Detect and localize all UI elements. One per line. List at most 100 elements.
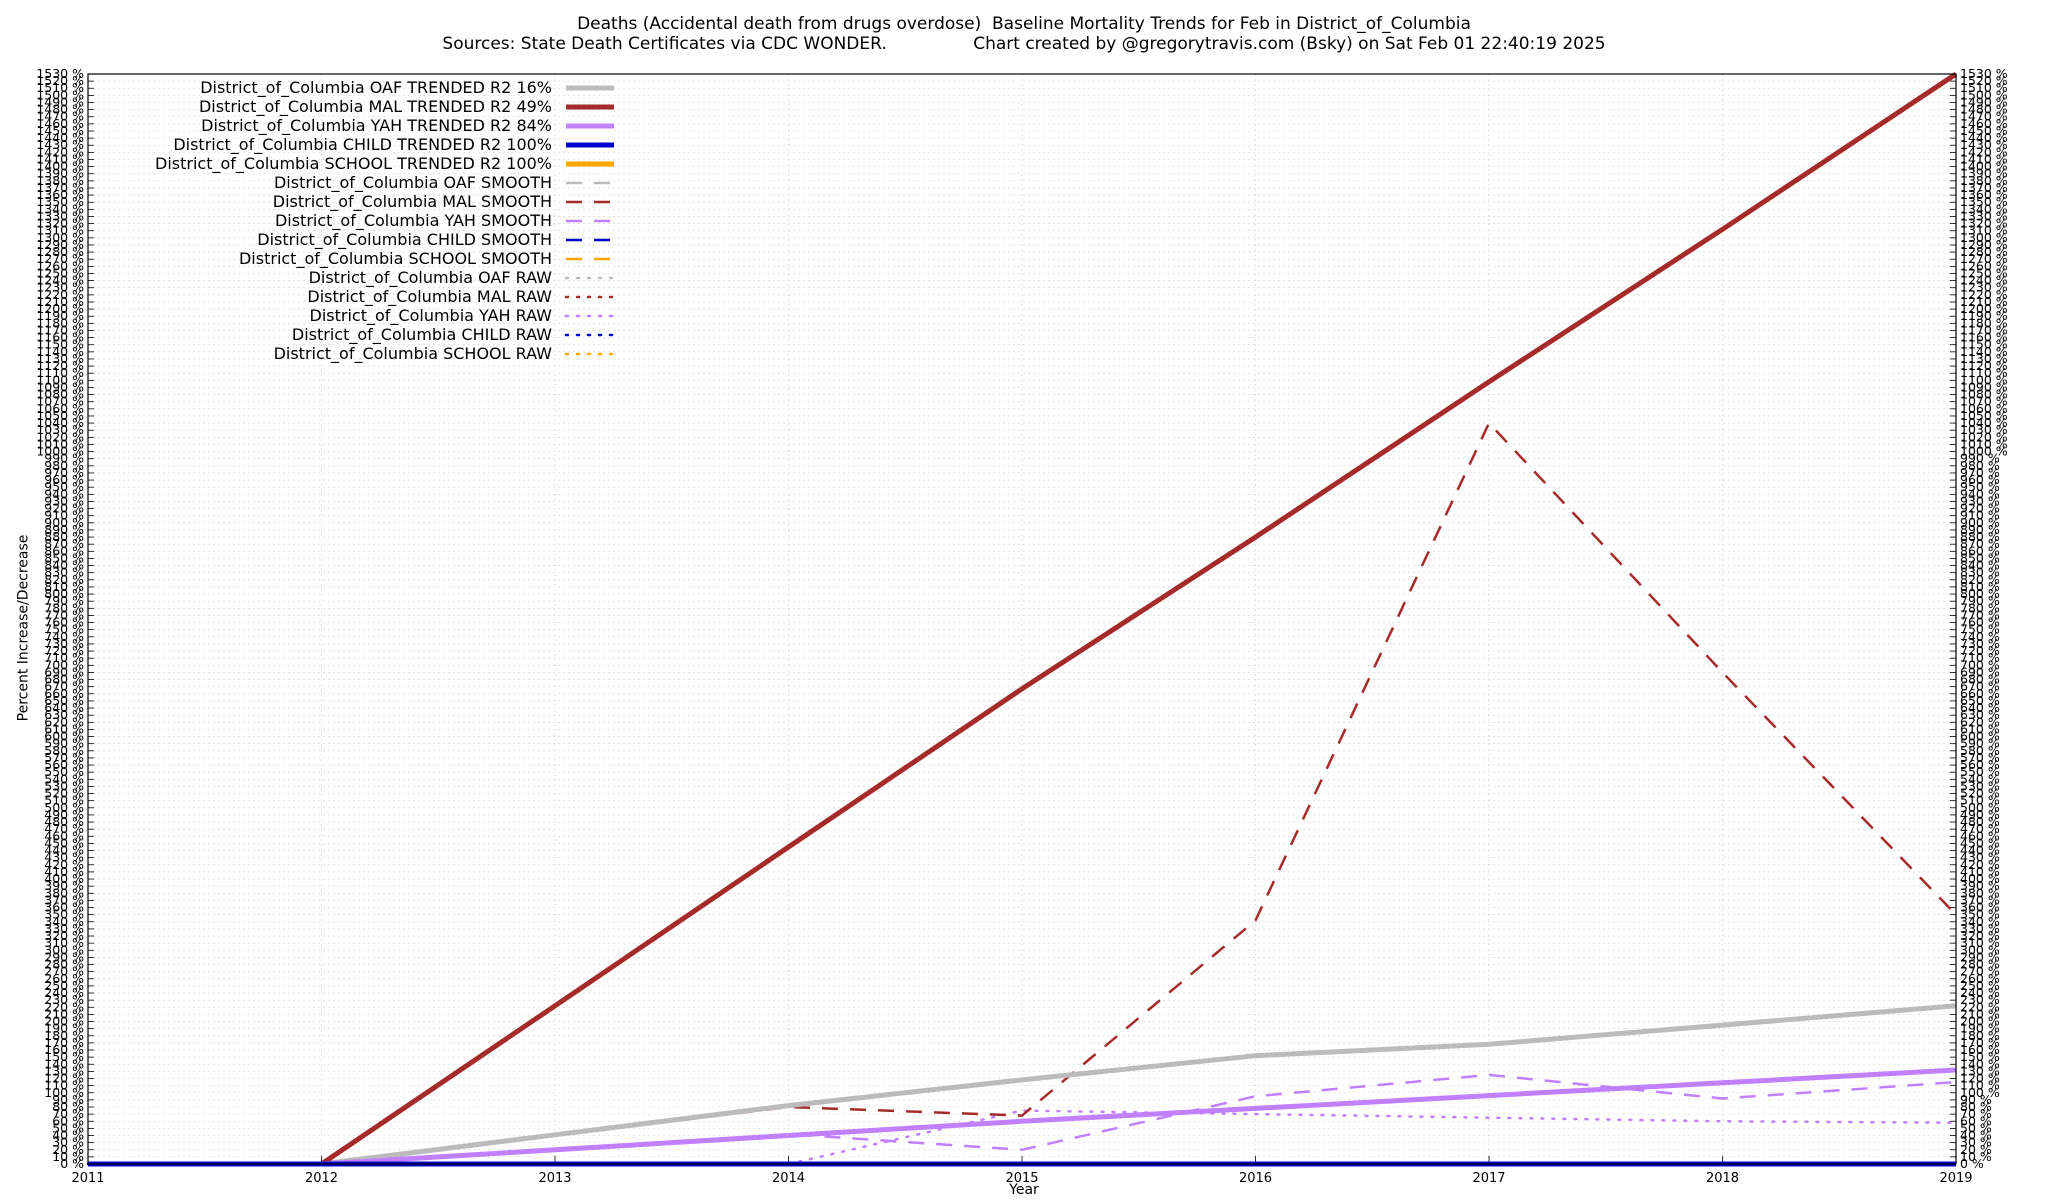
- y-tick-label: 90 %: [52, 1092, 84, 1107]
- y-tick-label: 830 %: [1960, 565, 2000, 580]
- y-tick-label: 780 %: [1960, 600, 2000, 615]
- y-tick-label: 160 %: [44, 1042, 84, 1057]
- y-tick-label: 830 %: [44, 565, 84, 580]
- y-tick-label: 1380 %: [1960, 173, 2008, 188]
- y-tick-label: 680 %: [44, 672, 84, 687]
- y-tick-label: 1230 %: [36, 280, 84, 295]
- y-tick-label: 640 %: [1960, 700, 2000, 715]
- y-tick-label: 1400 %: [36, 159, 84, 174]
- y-tick-label: 170 %: [44, 1035, 84, 1050]
- y-tick-label: 350 %: [1960, 907, 2000, 922]
- y-tick-label: 40 %: [1960, 1128, 1992, 1143]
- y-tick-label: 1000 %: [1960, 444, 2008, 459]
- y-tick-label: 950 %: [44, 479, 84, 494]
- x-axis-label: Year: [1009, 1182, 1039, 1198]
- y-tick-label: 980 %: [44, 458, 84, 473]
- x-tick-label: 2013: [538, 1171, 571, 1186]
- y-tick-label: 1120 %: [1960, 358, 2008, 373]
- y-tick-label: 50 %: [1960, 1120, 1992, 1135]
- y-tick-label: 1410 %: [36, 151, 84, 166]
- y-tick-label: 920 %: [1960, 501, 2000, 516]
- y-tick-label: 140 %: [1960, 1056, 2000, 1071]
- y-tick-label: 1310 %: [36, 223, 84, 238]
- x-tick-label: 2012: [305, 1171, 338, 1186]
- y-tick-label: 1440 %: [1960, 130, 2008, 145]
- y-tick-label: 1350 %: [1960, 194, 2008, 209]
- y-tick-label: 1020 %: [36, 429, 84, 444]
- y-tick-label: 1100 %: [36, 372, 84, 387]
- y-tick-label: 1460 %: [1960, 116, 2008, 131]
- series-line-2: [320, 71, 1958, 1167]
- y-tick-label: 1380 %: [36, 173, 84, 188]
- y-tick-label: 420 %: [44, 857, 84, 872]
- y-tick-label: 380 %: [1960, 885, 2000, 900]
- y-tick-label: 200 %: [44, 1014, 84, 1029]
- y-tick-label: 610 %: [44, 721, 84, 736]
- y-tick-label: 240 %: [1960, 985, 2000, 1000]
- y-tick-label: 970 %: [44, 465, 84, 480]
- y-tick-label: 1150 %: [1960, 337, 2008, 352]
- y-tick-label: 1200 %: [1960, 301, 2008, 316]
- y-tick-label: 1230 %: [1960, 280, 2008, 295]
- y-tick-label: 1020 %: [1960, 429, 2008, 444]
- y-tick-label: 1320 %: [36, 216, 84, 231]
- y-tick-label: 280 %: [44, 957, 84, 972]
- x-tick-label: 2016: [1239, 1171, 1272, 1186]
- y-tick-label: 860 %: [44, 543, 84, 558]
- y-tick-label: 1340 %: [1960, 201, 2008, 216]
- legend-label: District_of_Columbia CHILD SMOOTH: [257, 230, 552, 250]
- y-tick-label: 810 %: [44, 579, 84, 594]
- y-tick-label: 1030 %: [36, 422, 84, 437]
- y-tick-label: 1260 %: [1960, 258, 2008, 273]
- y-tick-label: 1370 %: [1960, 180, 2008, 195]
- y-tick-label: 1010 %: [1960, 436, 2008, 451]
- y-tick-label: 210 %: [44, 1006, 84, 1021]
- y-tick-label: 1210 %: [36, 294, 84, 309]
- y-tick-label: 150 %: [44, 1049, 84, 1064]
- y-tick-label: 860 %: [1960, 543, 2000, 558]
- y-tick-label: 50 %: [52, 1120, 84, 1135]
- y-tick-label: 1240 %: [36, 273, 84, 288]
- y-tick-label: 110 %: [1960, 1078, 2000, 1093]
- y-tick-label: 470 %: [44, 821, 84, 836]
- y-tick-label: 580 %: [44, 743, 84, 758]
- y-tick-label: 310 %: [1960, 935, 2000, 950]
- y-tick-labels-left: 0 %10 %20 %30 %40 %50 %60 %70 %80 %90 %1…: [36, 66, 84, 1171]
- y-tick-label: 1140 %: [1960, 344, 2008, 359]
- y-tick-label: 330 %: [44, 921, 84, 936]
- y-tick-label: 1030 %: [1960, 422, 2008, 437]
- y-tick-label: 290 %: [1960, 949, 2000, 964]
- y-tick-label: 1360 %: [1960, 187, 2008, 202]
- y-tick-label: 520 %: [1960, 786, 2000, 801]
- x-tick-labels: 2011 2012 2013 2014 2015 2016 2017 2018 2019: [71, 1171, 1972, 1186]
- y-tick-label: 370 %: [44, 892, 84, 907]
- y-tick-label: 1520 %: [1960, 73, 2008, 88]
- y-tick-label: 950 %: [1960, 479, 2000, 494]
- y-tick-label: 690 %: [1960, 664, 2000, 679]
- y-tick-label: 160 %: [1960, 1042, 2000, 1057]
- legend-label: District_of_Columbia SCHOOL SMOOTH: [239, 249, 552, 269]
- y-tick-label: 880 %: [1960, 529, 2000, 544]
- y-tick-label: 620 %: [1960, 714, 2000, 729]
- y-tick-label: 0 %: [60, 1156, 84, 1171]
- y-tick-label: 250 %: [44, 978, 84, 993]
- legend-label: District_of_Columbia YAH RAW: [310, 306, 553, 326]
- y-tick-label: 910 %: [1960, 508, 2000, 523]
- y-tick-label: 630 %: [44, 707, 84, 722]
- y-tick-label: 1480 %: [36, 102, 84, 117]
- y-tick-label: 20 %: [52, 1142, 84, 1157]
- y-tick-label: 80 %: [52, 1099, 84, 1114]
- y-tick-label: 890 %: [44, 522, 84, 537]
- y-tick-label: 1390 %: [36, 166, 84, 181]
- y-tick-label: 790 %: [1960, 593, 2000, 608]
- y-tick-label: 600 %: [1960, 729, 2000, 744]
- y-tick-label: 800 %: [44, 586, 84, 601]
- y-tick-label: 610 %: [1960, 721, 2000, 736]
- y-tick-label: 70 %: [52, 1106, 84, 1121]
- y-tick-label: 360 %: [44, 900, 84, 915]
- legend-label: District_of_Columbia CHILD RAW: [292, 325, 552, 345]
- y-tick-label: 420 %: [1960, 857, 2000, 872]
- y-tick-label: 460 %: [44, 828, 84, 843]
- y-tick-label: 1060 %: [36, 401, 84, 416]
- y-tick-label: 990 %: [44, 451, 84, 466]
